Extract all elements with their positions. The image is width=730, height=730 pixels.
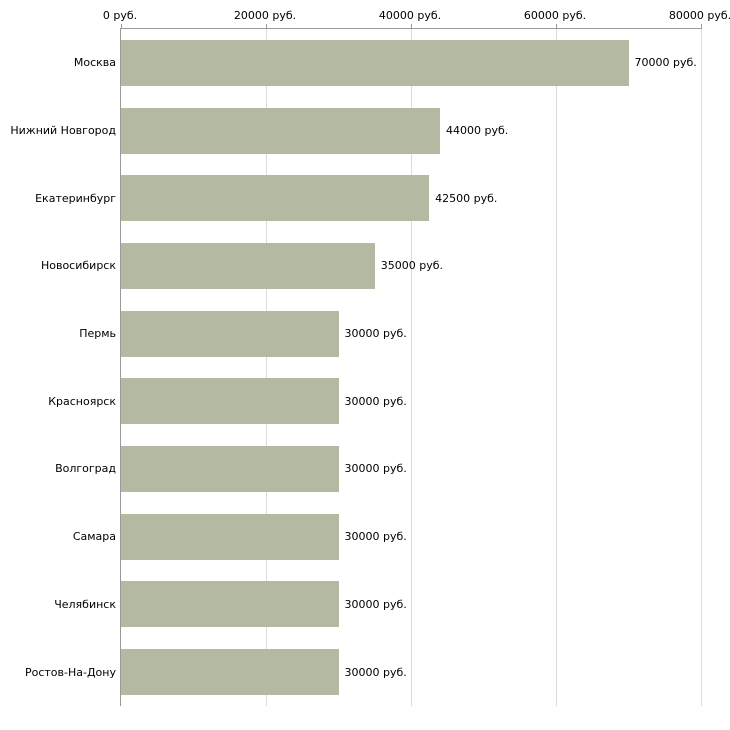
x-tick-label: 80000 руб. bbox=[668, 9, 730, 22]
bar-row: Челябинск 30000 руб. bbox=[54, 571, 701, 639]
x-tick-mark bbox=[700, 24, 702, 29]
category-label: Екатеринбург bbox=[35, 191, 116, 205]
plot-area: Москва 70000 руб. Нижний Новгород 44000 руб… bbox=[10, 24, 702, 706]
bar bbox=[121, 445, 339, 492]
bar bbox=[121, 649, 339, 696]
bar bbox=[121, 513, 339, 560]
value-label: 30000 руб. bbox=[344, 530, 407, 544]
category-label: Волгоград bbox=[55, 462, 116, 476]
category-label: Красноярск bbox=[48, 394, 116, 408]
bar-rows: Москва 70000 руб. Нижний Новгород 44000 руб… bbox=[10, 29, 701, 706]
bar-row: Новосибирск 35000 руб. bbox=[41, 232, 701, 300]
bar bbox=[121, 175, 430, 222]
x-tick-mark bbox=[410, 24, 412, 29]
gridline bbox=[700, 29, 702, 706]
category-label: Ростов-На-Дону bbox=[24, 665, 116, 679]
gridline bbox=[265, 29, 267, 706]
bar-row: Пермь 30000 руб. bbox=[79, 300, 701, 368]
bar bbox=[121, 242, 375, 289]
category-label: Челябинск bbox=[54, 597, 116, 611]
value-label: 30000 руб. bbox=[344, 327, 407, 341]
x-tick-mark bbox=[265, 24, 267, 29]
bar-row: Самара 30000 руб. bbox=[73, 503, 701, 571]
x-tick-label: 0 руб. bbox=[102, 9, 138, 22]
category-label: Москва bbox=[73, 56, 116, 70]
bar bbox=[121, 107, 440, 154]
bar bbox=[121, 310, 339, 357]
x-tick-mark bbox=[120, 24, 122, 29]
value-label: 44000 руб. bbox=[446, 124, 509, 138]
bar-row: Москва 70000 руб. bbox=[74, 29, 701, 97]
value-label: 30000 руб. bbox=[344, 665, 407, 679]
value-label: 35000 руб. bbox=[380, 259, 444, 273]
value-label: 30000 руб. bbox=[344, 597, 407, 611]
grid-layer bbox=[120, 24, 702, 706]
x-tick-label: 60000 руб. bbox=[523, 9, 587, 22]
gridline bbox=[555, 29, 557, 706]
category-label: Пермь bbox=[79, 327, 116, 341]
bar bbox=[121, 581, 339, 628]
value-label: 30000 руб. bbox=[344, 394, 407, 408]
bar bbox=[121, 39, 629, 86]
bar-row: Волгоград 30000 руб. bbox=[55, 435, 701, 503]
value-label: 42500 руб. bbox=[435, 191, 498, 205]
value-label: 70000 руб. bbox=[634, 56, 697, 70]
bar bbox=[121, 378, 339, 425]
x-tick-mark bbox=[555, 24, 557, 29]
bar-row: Екатеринбург 42500 руб. bbox=[35, 164, 701, 232]
category-label: Самара bbox=[72, 530, 116, 544]
category-label: Нижний Новгород bbox=[10, 124, 116, 138]
bar-row: Нижний Новгород 44000 руб. bbox=[10, 97, 701, 165]
x-tick-label: 20000 руб. bbox=[233, 9, 297, 22]
category-label: Новосибирск bbox=[40, 259, 116, 273]
bar-row: Красноярск 30000 руб. bbox=[48, 367, 701, 435]
gridline bbox=[410, 29, 412, 706]
bar-row: Ростов-На-Дону 30000 руб. bbox=[25, 638, 701, 706]
x-tick-label: 40000 руб. bbox=[378, 9, 442, 22]
value-label: 30000 руб. bbox=[344, 462, 407, 476]
